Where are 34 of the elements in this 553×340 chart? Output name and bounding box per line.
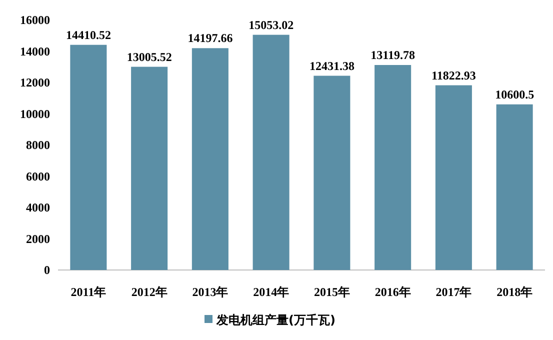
legend-label: 发电机组产量(万千瓦) (216, 313, 336, 327)
x-tick-label: 2013年 (192, 285, 228, 299)
x-tick-label: 2016年 (374, 285, 411, 299)
x-tick-label: 2017年 (436, 285, 472, 299)
bar (314, 76, 350, 270)
x-tick-label: 2014年 (253, 285, 290, 299)
bar (496, 104, 533, 270)
x-tick-label: 2015年 (314, 285, 350, 299)
y-tick-label: 10000 (20, 106, 50, 121)
y-tick-label: 8000 (26, 138, 50, 152)
data-label: 14410.52 (66, 28, 111, 42)
data-label: 12431.38 (309, 58, 354, 73)
y-tick-label: 6000 (26, 169, 50, 184)
data-label: 11822.93 (432, 68, 476, 82)
y-tick-label: 0 (44, 263, 50, 277)
y-tick-label: 16000 (20, 13, 50, 27)
bar (70, 44, 107, 270)
bar (252, 34, 290, 270)
y-tick-label: 4000 (26, 200, 50, 214)
y-tick-label: 14000 (20, 44, 50, 58)
data-label: 10600.5 (495, 87, 534, 102)
bar (131, 66, 168, 270)
x-tick-label: 2012年 (131, 285, 168, 299)
data-label: 13005.52 (126, 50, 172, 64)
y-tick-label: 2000 (26, 232, 50, 246)
data-label: 14197.66 (188, 31, 233, 46)
data-label: 13119.78 (370, 48, 415, 62)
bar (435, 85, 472, 270)
x-tick-label: 2018年 (496, 285, 533, 299)
y-tick-label: 12000 (20, 76, 50, 90)
bar (192, 48, 228, 270)
x-tick-label: 2011年 (70, 285, 106, 299)
data-label: 15053.02 (248, 18, 294, 32)
bar (374, 65, 412, 270)
